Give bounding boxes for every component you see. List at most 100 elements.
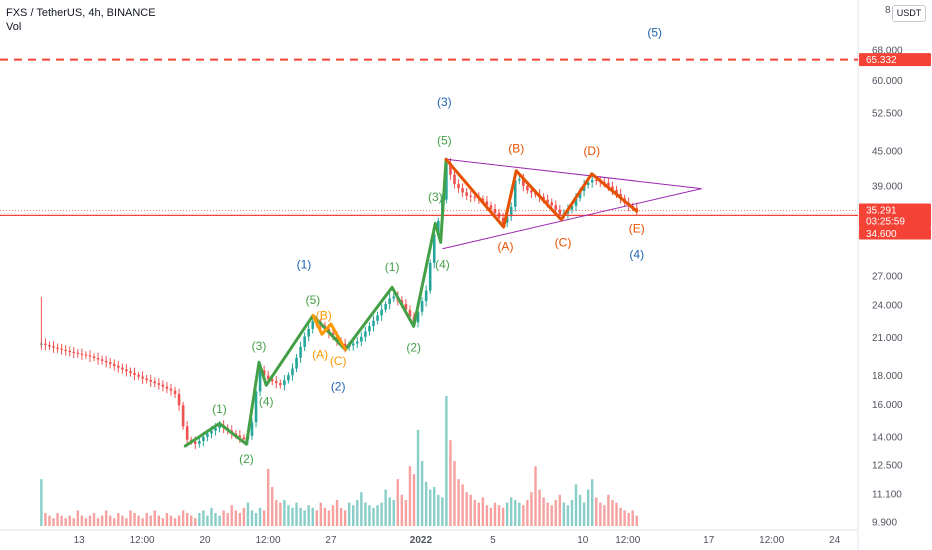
triangle-pattern	[442, 158, 702, 250]
volume-bar	[578, 494, 582, 526]
time-tick-label: 20	[199, 535, 211, 546]
price-axis[interactable]: 68.00060.00052.50045.00039.00034.00027.0…	[872, 5, 903, 529]
candle-body	[153, 381, 157, 384]
volume-bar	[185, 513, 189, 526]
candle-body	[80, 353, 84, 355]
volume-bar	[509, 497, 513, 526]
wave-label: (B)	[508, 141, 524, 155]
wave-label: (E)	[629, 221, 645, 235]
volume-bar	[226, 513, 229, 526]
volume-bar	[566, 505, 570, 526]
volume-legend[interactable]: Vol	[6, 21, 22, 33]
volume-bar	[76, 510, 80, 526]
candle-body	[210, 430, 213, 434]
wave-label: (2)	[239, 452, 254, 466]
candle-body	[582, 185, 586, 192]
volume-bar	[279, 502, 282, 526]
wave-label: (5)	[437, 133, 452, 147]
volume-bar	[303, 510, 306, 526]
volume-bar	[331, 505, 335, 526]
volume-bar	[64, 518, 67, 526]
candle-body	[558, 209, 562, 215]
volume-bar	[283, 500, 286, 526]
wave-label: (3)	[428, 190, 443, 204]
volume-bar	[469, 494, 472, 526]
candle-body	[56, 347, 59, 349]
candle-body	[84, 354, 88, 356]
candle-body	[388, 298, 391, 305]
volume-bar	[238, 513, 242, 526]
volume-bar	[493, 502, 497, 526]
candle-body	[343, 343, 347, 348]
wave-label: (A)	[497, 239, 513, 253]
candle-body	[420, 301, 424, 312]
volume-bar	[80, 515, 84, 526]
price-tick-label: 27.000	[872, 272, 903, 283]
volume-bar	[481, 497, 485, 526]
candle-body	[125, 369, 128, 372]
candle-body	[570, 205, 574, 210]
volume-bar	[530, 492, 533, 526]
candle-body	[530, 190, 533, 193]
wave-label: (A)	[312, 348, 328, 362]
volume-bar	[489, 507, 493, 526]
candle-body	[92, 356, 96, 358]
volume-bar	[437, 494, 440, 526]
price-tick-label: 16.000	[872, 400, 903, 411]
candle-body	[206, 433, 209, 437]
candle-body	[372, 320, 375, 327]
volume-bar	[161, 518, 165, 526]
volume-bar	[582, 502, 586, 526]
time-tick-label: 24	[829, 535, 841, 546]
volume-bar	[40, 479, 43, 526]
candle-body	[457, 184, 460, 189]
volume-bar	[198, 513, 201, 526]
volume-bar	[433, 487, 436, 526]
candle-body	[283, 380, 286, 386]
volume-bar	[586, 489, 590, 526]
volume-bar	[96, 518, 100, 526]
candle-body	[542, 196, 545, 200]
candle-body	[303, 336, 306, 347]
volume-bar	[190, 515, 193, 526]
volume-bar	[149, 515, 152, 526]
candle-body	[72, 352, 76, 354]
candle-body	[615, 190, 618, 194]
price-tick-label: 18.000	[872, 371, 903, 382]
time-axis[interactable]: 13 12:00 20 12:00 27 2022 5 10 12:00 17 12:00 24	[74, 535, 841, 546]
candle-body	[279, 383, 282, 386]
candle-body	[311, 321, 315, 329]
candle-body	[193, 441, 197, 444]
candle-body	[96, 357, 100, 360]
candle-body	[364, 331, 367, 337]
price-tag-34600-bg	[859, 227, 931, 240]
volume-bar	[505, 502, 509, 526]
symbol-title[interactable]: FXS / TetherUS, 4h, BINANCE	[6, 7, 156, 19]
candle-body	[461, 188, 464, 193]
candle-body	[607, 182, 610, 187]
currency-button[interactable]: USDT	[892, 5, 926, 22]
candle-body	[112, 364, 116, 366]
volume-bar	[258, 507, 262, 526]
candle-body	[416, 311, 420, 323]
candle-body	[376, 315, 379, 321]
price-tag-34600: 34.600	[866, 229, 897, 240]
volume-bar	[457, 479, 460, 526]
candle-body	[360, 336, 363, 342]
volume-bar	[141, 518, 144, 526]
volume-bar	[546, 502, 549, 526]
candle-body	[392, 296, 396, 299]
time-tick-label: 2022	[410, 535, 433, 546]
candle-body	[133, 372, 136, 375]
volume-bar	[591, 479, 594, 526]
wave-label: (5)	[647, 25, 662, 39]
candle-body	[513, 180, 517, 207]
volume-bar	[380, 502, 383, 526]
volume-bar	[574, 484, 578, 526]
candle-body	[165, 386, 169, 389]
candle-body	[177, 393, 181, 406]
volume-bar	[420, 461, 424, 526]
candle-body	[145, 378, 148, 381]
